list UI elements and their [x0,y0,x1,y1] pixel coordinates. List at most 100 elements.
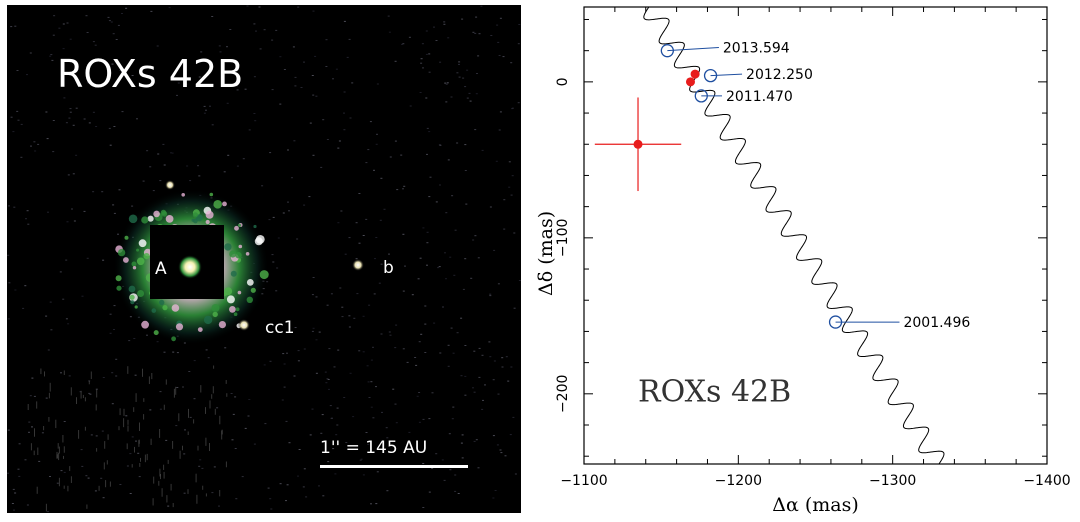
noise-speck [176,94,178,96]
epoch-marker [828,315,843,329]
image-title: ROXs 42B [57,52,243,96]
measured-position-point [685,77,695,87]
halo-speck [193,218,198,224]
halo-speck [218,321,226,329]
noise-speck [318,331,321,333]
noise-speck [456,332,459,334]
noise-streak [43,426,45,431]
noise-speck [426,231,429,233]
halo-speck [212,311,218,318]
noise-speck [488,341,491,343]
noise-streak [159,429,161,438]
noise-speck [472,239,475,241]
noise-speck [146,150,149,152]
noise-speck [311,75,314,76]
noise-speck [428,131,431,133]
noise-speck [109,332,112,334]
noise-speck [443,23,446,25]
noise-speck [489,206,492,208]
noise-speck [81,465,84,467]
noise-speck [95,126,98,127]
noise-speck [466,69,469,71]
epoch-marker [660,44,674,58]
axis-tick-labels: −1100 −1200 −1300 −1400 0 −100 −200 [555,77,1071,489]
noise-streak [144,454,146,463]
halo-speck [116,285,122,291]
companion-b [352,259,364,271]
noise-speck [420,333,423,335]
halo-speck [151,308,157,313]
noise-speck [345,442,348,443]
noise-speck [402,43,405,45]
noise-speck [244,427,247,429]
noise-speck [119,69,122,71]
noise-speck [272,216,275,218]
candidate-cc1 [238,319,250,331]
noise-speck [452,406,455,408]
noise-streak [187,489,189,494]
noise-speck [162,143,165,145]
noise-speck [156,341,159,343]
noise-speck [402,348,405,350]
noise-speck [501,366,504,368]
noise-speck [401,43,404,45]
noise-streak [193,419,195,424]
noise-speck [349,372,352,374]
noise-speck [493,249,496,251]
noise-speck [367,149,370,151]
halo-speck [141,216,149,224]
noise-streak [196,494,198,504]
noise-speck [368,304,371,306]
noise-speck [115,39,118,40]
noise-streak [44,371,45,377]
scale-bar [320,465,468,468]
noise-speck [33,395,36,397]
halo-speck [147,215,154,222]
noise-streak [123,418,125,428]
noise-speck [464,375,467,377]
noise-speck [297,350,300,352]
noise-streak [84,426,86,431]
noise-speck [234,448,237,449]
noise-streak [148,376,150,385]
noise-speck [497,283,500,285]
noise-speck [267,487,270,489]
noise-speck [83,210,86,212]
noise-speck [279,56,282,58]
noise-speck [108,20,111,22]
noise-speck [439,352,442,354]
noise-speck [425,53,428,55]
noise-speck [514,473,517,475]
noise-speck [26,504,29,506]
noise-speck [343,20,346,22]
halo-speck [211,304,220,312]
noise-speck [428,491,431,493]
noise-speck [303,61,305,63]
noise-speck [362,351,365,353]
noise-speck [13,509,15,511]
noise-speck [94,44,97,46]
noise-speck [373,169,375,171]
halo-speck [237,290,242,295]
noise-speck [428,53,431,55]
noise-speck [431,467,434,469]
noise-speck [368,397,371,398]
noise-speck [52,120,55,121]
noise-speck [465,203,468,205]
noise-speck [510,62,513,64]
noise-speck [258,6,261,8]
noise-speck [235,498,238,500]
noise-speck [358,242,361,244]
noise-streak [63,455,64,459]
halo-speck [192,212,198,218]
noise-speck [497,393,500,395]
noise-speck [394,60,397,62]
halo-speck [235,307,240,312]
noise-speck [503,199,506,201]
noise-speck [441,459,444,461]
noise-speck [291,177,293,179]
noise-speck [62,48,65,50]
noise-speck [56,482,59,484]
noise-streak [205,437,207,446]
noise-speck [128,340,131,342]
